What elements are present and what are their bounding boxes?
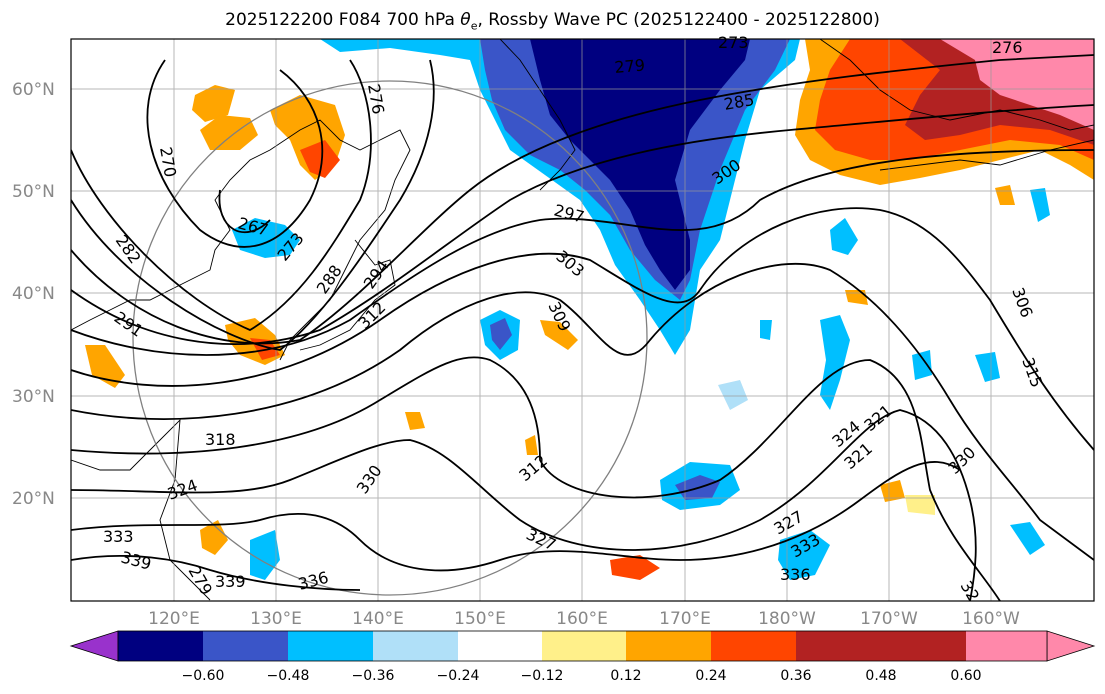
colorbar-segment bbox=[458, 631, 542, 661]
colorbar-segment bbox=[881, 631, 966, 661]
colorbar-segment bbox=[626, 631, 711, 661]
lon-label: 180°W bbox=[758, 609, 816, 629]
contour-label: 339 bbox=[215, 572, 246, 591]
colorbar-tick-label: −0.36 bbox=[352, 668, 395, 684]
colorbar-tick-label: −0.12 bbox=[521, 668, 564, 684]
colorbar-segment bbox=[203, 631, 288, 661]
colorbar-tick-label: 0.48 bbox=[865, 668, 896, 684]
colorbar: −0.60 −0.48 −0.36 −0.24 −0.12 0.12 0.24 … bbox=[69, 630, 1096, 684]
colorbar-segment bbox=[373, 631, 458, 661]
colorbar-segment bbox=[118, 631, 203, 661]
colorbar-tick-label: 0.36 bbox=[780, 668, 811, 684]
colorbar-tick-label: −0.48 bbox=[267, 668, 310, 684]
lon-label: 140°E bbox=[352, 609, 404, 629]
plot-title: 2025122200 F084 700 hPa θe, Rossby Wave … bbox=[225, 10, 880, 33]
lon-label: 170°W bbox=[860, 609, 918, 629]
latitude-labels: 60°N 50°N 40°N 30°N 20°N bbox=[12, 80, 55, 509]
theta-e-contours bbox=[71, 54, 1094, 601]
lon-label: 160°E bbox=[556, 609, 608, 629]
colorbar-tick-label: 0.24 bbox=[695, 668, 726, 684]
colorbar-tick-label: 0.60 bbox=[950, 668, 981, 684]
colorbar-tick-label: −0.60 bbox=[182, 668, 225, 684]
gridlines bbox=[71, 39, 1094, 601]
lat-label: 50°N bbox=[12, 182, 55, 202]
lat-label: 40°N bbox=[12, 284, 55, 304]
colorbar-extend-max bbox=[1046, 630, 1096, 662]
contour-label: 273 bbox=[718, 33, 749, 52]
colorbar-segment bbox=[966, 631, 1047, 661]
lon-label: 150°E bbox=[454, 609, 506, 629]
longitude-labels: 120°E 130°E 140°E 150°E 160°E 170°E 180°… bbox=[148, 609, 1020, 629]
lat-label: 60°N bbox=[12, 80, 55, 100]
lon-label: 170°E bbox=[659, 609, 711, 629]
map-frame bbox=[70, 38, 1095, 602]
lon-label: 120°E bbox=[148, 609, 200, 629]
contour-label: 333 bbox=[103, 527, 134, 546]
lat-label: 30°N bbox=[12, 387, 55, 407]
colorbar-segment bbox=[542, 631, 626, 661]
colorbar-extend-min bbox=[69, 630, 119, 662]
colorbar-tick-label: −0.24 bbox=[437, 668, 480, 684]
colorbar-segment bbox=[288, 631, 373, 661]
anomaly-shading bbox=[85, 39, 1094, 580]
reference-circle bbox=[132, 80, 648, 596]
colorbar-segment bbox=[711, 631, 796, 661]
contour-label: 336 bbox=[780, 565, 811, 584]
colorbar-tick-label: 0.12 bbox=[610, 668, 641, 684]
contour-label: 318 bbox=[205, 430, 236, 449]
lon-label: 130°E bbox=[250, 609, 302, 629]
contour-label: 279 bbox=[614, 55, 646, 77]
lat-label: 20°N bbox=[12, 489, 55, 509]
lon-label: 160°W bbox=[962, 609, 1020, 629]
contour-label: 276 bbox=[992, 38, 1023, 57]
colorbar-segment bbox=[796, 631, 881, 661]
